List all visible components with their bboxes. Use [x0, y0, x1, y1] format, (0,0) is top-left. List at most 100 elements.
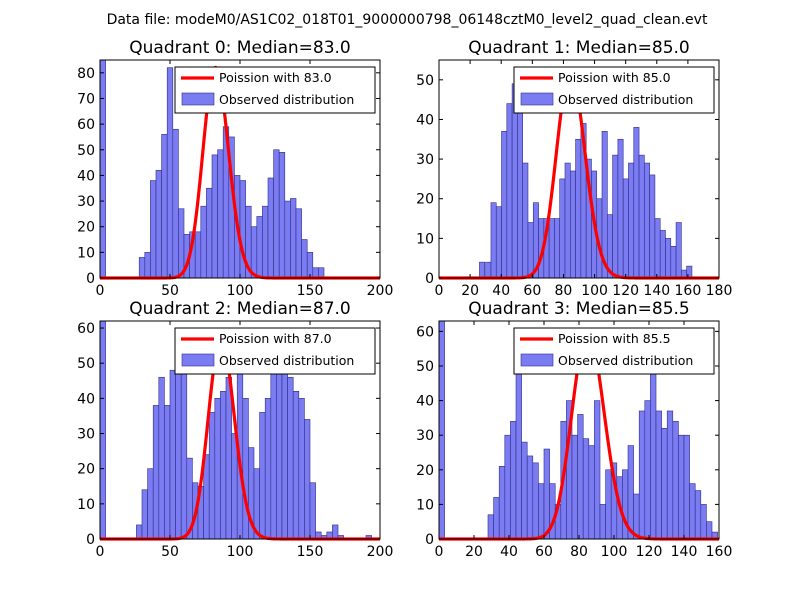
quadrant-3-histogram-bar-0 [438, 320, 445, 540]
quadrant-3-histogram-bar-19 [588, 445, 595, 540]
quadrant-3-y-tick-label-6: 60 [416, 324, 434, 340]
quadrant-3-histogram-bar-9 [532, 462, 539, 540]
quadrant-0-histogram-bar-23 [262, 205, 269, 279]
quadrant-0-histogram-bar-14 [211, 154, 218, 279]
quadrant-3-histogram-bar-34 [672, 421, 679, 540]
quadrant-3-x-tick-label-5: 100 [601, 544, 628, 560]
quadrant-0-histogram-bar-0 [99, 59, 106, 279]
quadrant-1-legend-bars-label: Observed distribution [558, 92, 693, 107]
quadrant-0-legend: Poission with 83.0 Observed distribution [174, 66, 376, 114]
quadrant-3-y-tick-label-2: 20 [416, 463, 434, 479]
quadrant-3-legend-box [513, 327, 715, 375]
quadrant-1-panel: Quadrant 1: Median=85.0 0 20 40 60 80 100 120 1… [416, 38, 732, 299]
quadrant-1-x-tick-label-8: 160 [675, 283, 702, 299]
quadrant-1-legend: Poission with 85.0 Observed distribution [513, 66, 715, 114]
quadrant-3-y-tick-label-5: 50 [416, 359, 434, 375]
quadrant-3-histogram-bar-30 [650, 358, 657, 540]
quadrant-0-title: Quadrant 0: Median=83.0 [129, 38, 351, 58]
quadrant-0-y-tick-label-0: 0 [86, 271, 95, 287]
quadrant-1-title: Quadrant 1: Median=85.0 [468, 38, 690, 58]
quadrant-0-legend-bars-label: Observed distribution [219, 92, 354, 107]
quadrant-0-histogram-bar-26 [278, 152, 286, 279]
quadrant-1-x-tick-label-0: 0 [435, 283, 444, 299]
quadrant-3-histogram-bar-22 [605, 469, 612, 540]
quadrant-0-histogram-bar-1 [138, 257, 146, 279]
quadrant-3-histogram-bar-37 [689, 483, 696, 540]
quadrant-3-x-tick-label-4: 80 [570, 544, 588, 560]
quadrant-1-x-ticks: 0 20 40 60 80 100 120 140 160 180 [435, 60, 732, 299]
quadrant-1-y-tick-label-1: 10 [416, 231, 434, 247]
quadrant-0-y-tick-label-6: 60 [77, 117, 95, 133]
quadrant-2-x-tick-label-4: 200 [367, 544, 394, 560]
figure-suptitle: Data file: modeM0/AS1C02_018T01_90000007… [107, 12, 708, 28]
quadrant-2-histogram-bar-18 [231, 433, 238, 540]
quadrant-1-histogram-bar-7 [517, 111, 523, 279]
quadrant-0-x-tick-label-3: 150 [297, 283, 324, 299]
quadrant-3-x-tick-label-3: 60 [535, 544, 553, 560]
quadrant-1-histogram-bar-2 [490, 202, 497, 279]
quadrant-1-x-tick-label-1: 20 [461, 283, 479, 299]
quadrant-3-x-tick-label-8: 160 [706, 544, 733, 560]
quadrant-1-y-tick-label-3: 30 [416, 152, 434, 168]
quadrant-0-histogram-bar-24 [267, 177, 274, 279]
quadrant-2-histogram-bar-6 [164, 405, 171, 540]
quadrant-2-histogram-bar-27 [281, 355, 288, 540]
quadrant-2-histogram-bar-24 [264, 398, 272, 540]
quadrant-3-histogram-bar-21 [599, 504, 606, 540]
quadrant-0-histogram-bar-25 [273, 149, 280, 279]
quadrant-3-title: Quadrant 3: Median=85.5 [468, 299, 690, 319]
quadrant-2-histogram-bar-20 [242, 398, 249, 540]
quadrant-2-histogram-bar-1 [136, 524, 143, 540]
quadrant-0-histogram-bar-29 [295, 208, 302, 279]
quadrant-1-histogram-bar-35 [665, 238, 672, 279]
quadrant-0-histogram-bar-5 [161, 134, 168, 279]
quadrant-3-histogram-bar-17 [577, 414, 584, 540]
quadrant-3-histogram-bar-31 [655, 410, 662, 540]
quadrant-1-histogram-bar-17 [569, 170, 576, 279]
quadrant-0-histogram-bar-11 [194, 231, 202, 279]
quadrant-0-y-tick-label-1: 10 [77, 245, 95, 261]
quadrant-2-histogram-bar-17 [225, 376, 232, 540]
quadrant-2-histogram-bar-0 [99, 320, 106, 540]
quadrant-2-legend-curve-label: Poission with 87.0 [219, 331, 332, 346]
quadrant-1-x-tick-label-6: 120 [612, 283, 639, 299]
quadrant-0-x-ticks: 0 50 100 150 200 [96, 60, 393, 299]
quadrant-1-legend-curve-label: Poission with 85.0 [558, 70, 671, 85]
quadrant-1-histogram-bar-34 [659, 230, 666, 279]
quadrant-3-histogram-bar-38 [694, 490, 702, 540]
quadrant-3-histogram-bar-3 [498, 466, 506, 540]
quadrant-3-histogram-bar-2 [493, 497, 500, 540]
quadrant-2-histogram-bar-5 [158, 376, 165, 540]
quadrant-1-x-tick-label-3: 60 [523, 283, 541, 299]
quadrant-2-x-ticks: 0 50 100 150 200 [96, 321, 394, 560]
quadrant-1-histogram-bar-4 [501, 131, 508, 279]
quadrant-2-y-tick-label-5: 50 [77, 356, 95, 372]
quadrant-0-histogram-bar-3 [150, 180, 157, 279]
quadrant-3-y-tick-label-3: 30 [416, 428, 434, 444]
quadrant-2-panel: Quadrant 2: Median=87.0 0 50 100 150 200 0 10… [77, 299, 393, 560]
quadrant-1-y-tick-label-4: 40 [416, 112, 434, 128]
quadrant-3-histogram-bar-7 [521, 441, 528, 540]
quadrant-1-histogram-bar-32 [649, 174, 656, 279]
quadrant-2-y-tick-label-2: 20 [77, 462, 95, 478]
quadrant-2-histogram-bar-23 [259, 412, 266, 540]
quadrant-1-histogram-bar-18 [575, 138, 582, 279]
quadrant-2-legend-bars-label: Observed distribution [219, 353, 354, 368]
quadrant-1-histogram-bar-0 [479, 261, 486, 279]
quadrant-3-histogram-bar-40 [706, 521, 713, 540]
quadrant-1-x-tick-label-7: 140 [643, 283, 670, 299]
quadrant-0-histogram-bar-2 [144, 252, 151, 279]
quadrant-3-x-tick-label-0: 0 [435, 544, 444, 560]
quadrant-2-y-tick-label-1: 10 [77, 497, 95, 513]
quadrant-3-histogram-bar-35 [678, 434, 685, 540]
quadrant-1-histogram-bar-15 [559, 178, 566, 279]
quadrant-3-histogram-bar-5 [510, 421, 517, 540]
quadrant-3-legend-bars-swatch [520, 353, 554, 367]
quadrant-1-histogram-bar-28 [628, 162, 635, 279]
quadrant-0-y-tick-label-5: 50 [77, 143, 95, 159]
quadrant-2-histogram-bar-7 [169, 369, 176, 540]
quadrant-2-histogram-bar-31 [304, 419, 311, 540]
quadrant-0-histogram-bar-4 [155, 169, 162, 279]
quadrant-0-histogram-bar-15 [217, 149, 224, 279]
